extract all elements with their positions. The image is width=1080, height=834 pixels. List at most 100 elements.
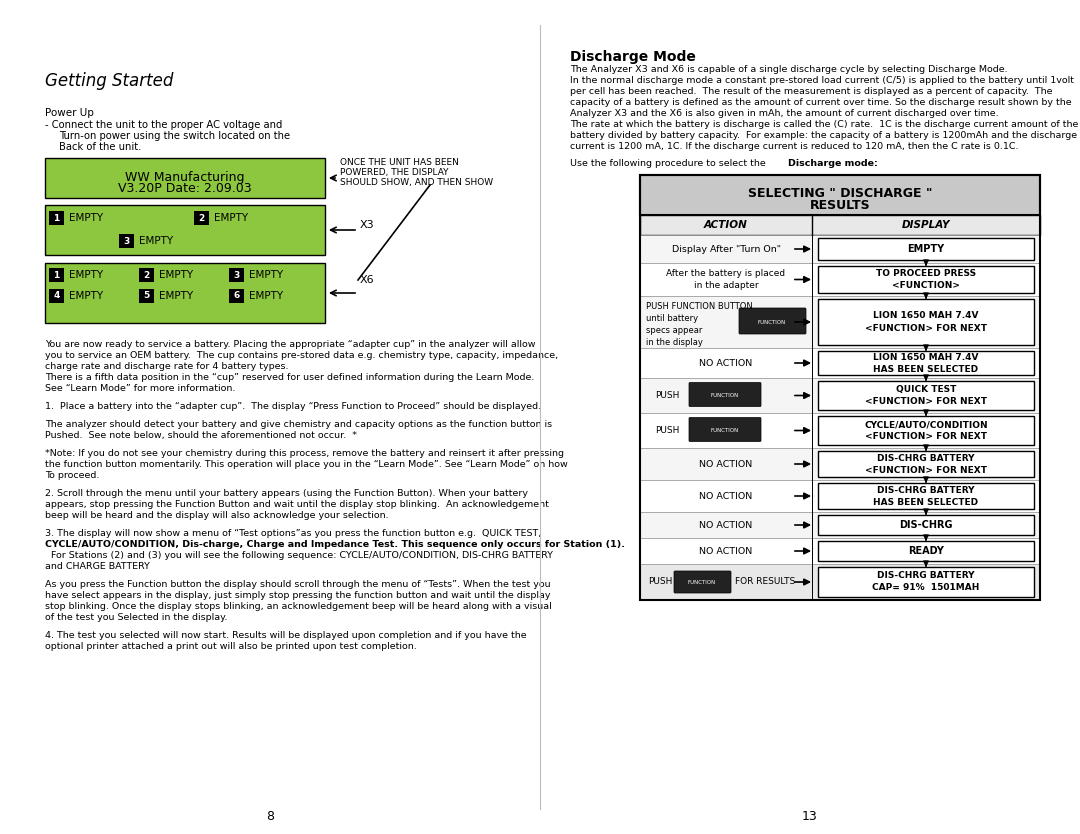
FancyBboxPatch shape	[640, 413, 1040, 448]
Text: Turn-on power using the switch located on the: Turn-on power using the switch located o…	[59, 131, 291, 141]
FancyBboxPatch shape	[818, 266, 1034, 293]
Text: There is a fifth data position in the “cup” reserved for user defined informatio: There is a fifth data position in the “c…	[45, 373, 535, 382]
FancyBboxPatch shape	[45, 158, 325, 198]
FancyBboxPatch shape	[818, 351, 1034, 375]
FancyBboxPatch shape	[194, 211, 210, 225]
Text: DISPLAY: DISPLAY	[902, 220, 950, 230]
Text: PUSH: PUSH	[654, 391, 679, 400]
Text: DIS-CHRG BATTERY: DIS-CHRG BATTERY	[877, 571, 975, 580]
Text: NO ACTION: NO ACTION	[700, 359, 753, 368]
FancyBboxPatch shape	[640, 480, 1040, 512]
Text: and CHARGE BATTERY: and CHARGE BATTERY	[45, 562, 150, 571]
Text: in the display: in the display	[646, 338, 703, 347]
Text: FUNCTION: FUNCTION	[711, 393, 739, 398]
Text: RESULTS: RESULTS	[810, 199, 870, 212]
FancyBboxPatch shape	[818, 299, 1034, 345]
Text: specs appear: specs appear	[646, 326, 702, 335]
FancyBboxPatch shape	[818, 381, 1034, 410]
Text: DIS-CHRG: DIS-CHRG	[900, 520, 953, 530]
Text: EMPTY: EMPTY	[69, 291, 103, 301]
Text: To proceed.: To proceed.	[45, 471, 99, 480]
Text: CYCLE/AUTO/CONDITION, Dis-charge, Charge and Impedance Test. This sequence only : CYCLE/AUTO/CONDITION, Dis-charge, Charge…	[45, 540, 625, 549]
Text: EMPTY: EMPTY	[139, 236, 173, 246]
Text: NO ACTION: NO ACTION	[700, 491, 753, 500]
Text: 2: 2	[199, 214, 204, 223]
Text: <FUNCTION>: <FUNCTION>	[892, 281, 960, 290]
Text: stop blinking. Once the display stops blinking, an acknowledgement beep will be : stop blinking. Once the display stops bl…	[45, 602, 552, 611]
Text: READY: READY	[908, 546, 944, 556]
Text: <FUNCTION> FOR NEXT: <FUNCTION> FOR NEXT	[865, 465, 987, 475]
Text: X6: X6	[360, 275, 375, 285]
Text: PUSH FUNCTION BUTTON: PUSH FUNCTION BUTTON	[646, 302, 753, 311]
FancyBboxPatch shape	[818, 567, 1034, 597]
FancyBboxPatch shape	[818, 451, 1034, 477]
FancyBboxPatch shape	[640, 378, 1040, 413]
Text: <FUNCTION> FOR NEXT: <FUNCTION> FOR NEXT	[865, 324, 987, 333]
Text: you to service an OEM battery.  The cup contains pre-stored data e.g. chemistry : you to service an OEM battery. The cup c…	[45, 351, 558, 360]
Text: 4. The test you selected will now start. Results will be displayed upon completi: 4. The test you selected will now start.…	[45, 631, 527, 640]
Text: charge rate and discharge rate for 4 battery types.: charge rate and discharge rate for 4 bat…	[45, 362, 288, 371]
FancyBboxPatch shape	[818, 238, 1034, 260]
Text: have select appears in the display, just simply stop pressing the function butto: have select appears in the display, just…	[45, 591, 551, 600]
Text: QUICK TEST: QUICK TEST	[895, 385, 956, 394]
Text: The analyzer should detect your battery and give chemistry and capacity options : The analyzer should detect your battery …	[45, 420, 552, 429]
Text: POWERED, THE DISPLAY: POWERED, THE DISPLAY	[340, 168, 448, 177]
Text: Discharge Mode: Discharge Mode	[570, 50, 696, 64]
Text: HAS BEEN SELECTED: HAS BEEN SELECTED	[874, 498, 978, 506]
Text: TO PROCEED PRESS: TO PROCEED PRESS	[876, 269, 976, 278]
FancyBboxPatch shape	[640, 296, 1040, 348]
FancyBboxPatch shape	[739, 308, 806, 334]
Text: - Connect the unit to the proper AC voltage and: - Connect the unit to the proper AC volt…	[45, 120, 282, 130]
Text: EMPTY: EMPTY	[214, 213, 248, 223]
Text: of the test you Selected in the display.: of the test you Selected in the display.	[45, 613, 228, 622]
Text: <FUNCTION> FOR NEXT: <FUNCTION> FOR NEXT	[865, 432, 987, 441]
Text: 2. Scroll through the menu until your battery appears (using the Function Button: 2. Scroll through the menu until your ba…	[45, 489, 528, 498]
Text: 1.  Place a battery into the “adapter cup”.  The display “Press Function to Proc: 1. Place a battery into the “adapter cup…	[45, 402, 541, 411]
Text: 4: 4	[53, 292, 59, 300]
Text: CAP= 91%  1501MAH: CAP= 91% 1501MAH	[873, 584, 980, 592]
FancyBboxPatch shape	[45, 263, 325, 323]
Text: Discharge mode:: Discharge mode:	[788, 159, 878, 168]
Text: FUNCTION: FUNCTION	[758, 319, 786, 324]
Text: DIS-CHRG BATTERY: DIS-CHRG BATTERY	[877, 454, 975, 463]
FancyBboxPatch shape	[49, 211, 64, 225]
Text: optional printer attached a print out will also be printed upon test completion.: optional printer attached a print out wi…	[45, 642, 417, 651]
Text: EMPTY: EMPTY	[907, 244, 945, 254]
Text: FUNCTION: FUNCTION	[711, 428, 739, 433]
FancyBboxPatch shape	[45, 205, 325, 255]
FancyBboxPatch shape	[640, 263, 1040, 296]
Text: The Analyzer X3 and X6 is capable of a single discharge cycle by selecting Disch: The Analyzer X3 and X6 is capable of a s…	[570, 65, 1008, 74]
FancyBboxPatch shape	[229, 268, 244, 282]
FancyBboxPatch shape	[818, 515, 1034, 535]
Text: WW Manufacturing: WW Manufacturing	[125, 171, 245, 184]
FancyBboxPatch shape	[139, 289, 154, 303]
Text: the function button momentarily. This operation will place you in the “Learn Mod: the function button momentarily. This op…	[45, 460, 568, 469]
Text: FUNCTION: FUNCTION	[688, 580, 716, 585]
Text: Analyzer X3 and the X6 is also given in mAh, the amount of current discharged ov: Analyzer X3 and the X6 is also given in …	[570, 109, 999, 118]
Text: LION 1650 MAH 7.4V: LION 1650 MAH 7.4V	[874, 353, 978, 361]
Text: CYCLE/AUTO/CONDITION: CYCLE/AUTO/CONDITION	[864, 420, 988, 429]
Text: EMPTY: EMPTY	[159, 270, 193, 280]
Text: V3.20P Date: 2.09.03: V3.20P Date: 2.09.03	[118, 182, 252, 195]
FancyBboxPatch shape	[640, 215, 1040, 235]
Text: FOR RESULTS: FOR RESULTS	[735, 577, 795, 586]
Text: 1: 1	[53, 270, 59, 279]
FancyBboxPatch shape	[818, 416, 1034, 445]
Text: Use the following procedure to select the: Use the following procedure to select th…	[570, 159, 769, 168]
Text: After the battery is placed: After the battery is placed	[666, 269, 785, 278]
Text: LION 1650 MAH 7.4V: LION 1650 MAH 7.4V	[874, 312, 978, 320]
FancyBboxPatch shape	[640, 175, 1040, 215]
Text: 3: 3	[123, 237, 130, 245]
Text: PUSH: PUSH	[654, 426, 679, 435]
Text: 5: 5	[144, 292, 150, 300]
Text: ONCE THE UNIT HAS BEEN: ONCE THE UNIT HAS BEEN	[340, 158, 459, 167]
Text: See “Learn Mode” for more information.: See “Learn Mode” for more information.	[45, 384, 235, 393]
Text: EMPTY: EMPTY	[249, 291, 283, 301]
Text: 2: 2	[144, 270, 150, 279]
Text: EMPTY: EMPTY	[249, 270, 283, 280]
Text: 3. The display will now show a menu of “Test options”as you press the function b: 3. The display will now show a menu of “…	[45, 529, 541, 538]
FancyBboxPatch shape	[818, 483, 1034, 509]
Text: *Note: If you do not see your chemistry during this process, remove the battery : *Note: If you do not see your chemistry …	[45, 449, 564, 458]
Text: The rate at which the battery is discharge is called the (C) rate.  1C is the di: The rate at which the battery is dischar…	[570, 120, 1078, 129]
FancyBboxPatch shape	[139, 268, 154, 282]
